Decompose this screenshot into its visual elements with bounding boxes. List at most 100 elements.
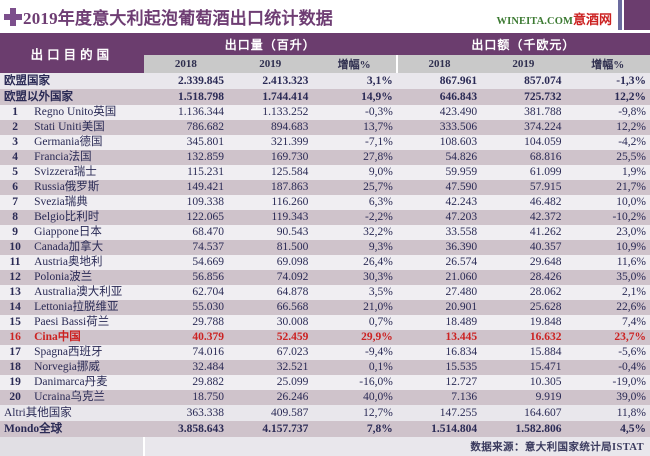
cell-volume-2018: 62.704 [143,285,229,300]
cell-value-2018: 333.506 [396,120,482,135]
cell-value-growth: -10,2% [565,210,650,225]
cell-volume-2018: 32.484 [143,360,229,375]
cell-rank: 18 [0,360,31,375]
cell-value-growth: 25,5% [565,150,650,165]
cell-value-growth: -9,8% [565,105,650,120]
table-row: 3 Germania德国 345.801 321.399 -7,1% 108.603 104… [0,135,650,150]
cell-volume-2019: 30.008 [228,315,313,330]
cell-volume-growth: -9,4% [312,345,397,360]
cell-rank: 20 [0,390,31,405]
cell-volume-2019: 64.878 [228,285,313,300]
cell-value-growth: 4,5% [565,421,650,437]
cell-volume-2018: 132.859 [143,150,229,165]
cell-volume-2018: 29.882 [143,375,229,390]
cell-value-2019: 381.788 [481,105,566,120]
cell-volume-2018: 109.338 [143,195,229,210]
cell-value-2019: 29.648 [481,255,566,270]
cell-country-name: Spagna西班牙 [30,345,144,360]
table-row: 8 Belgio比利时 122.065 119.343 -2,2% 47.203 42.37… [0,210,650,225]
page-header: 2019年度意大利起泡葡萄酒出口统计数据 WINEITA.COM意酒网 [0,0,650,33]
corner-accent-block [624,0,650,30]
cell-rank: 9 [0,225,31,240]
cell-value-2018: 20.901 [396,300,482,315]
cell-country-name: Lettonia拉脱维亚 [30,300,144,315]
column-group-header-volume: 出口量（百升） [143,33,397,55]
cell-value-2018: 13.445 [396,330,482,345]
subheader-value-2018: 2018 [396,55,482,73]
table-row-summary: 欧盟以外国家 1.518.798 1.744.414 14,9% 646.843 725.… [0,89,650,105]
cell-volume-2019: 4.157.737 [228,421,313,437]
cell-volume-2019: 894.683 [228,120,313,135]
cell-value-growth: -0,4% [565,360,650,375]
cell-rank: 12 [0,270,31,285]
cell-volume-growth: 27,8% [312,150,397,165]
table-row: 7 Svezia瑞典 109.338 116.260 6,3% 42.243 46.482 1… [0,195,650,210]
cell-volume-2018: 363.338 [143,405,229,421]
table-footer: 数据来源：意大利国家统计局ISTAT [0,437,650,456]
cell-rank: 16 [0,330,31,345]
table-row-summary: Mondo全球 3.858.643 4.157.737 7,8% 1.514.804 1.… [0,421,650,437]
cell-volume-2019: 1.744.414 [228,89,313,105]
cell-value-2019: 40.357 [481,240,566,255]
table-header: 出口目的国 出口量（百升） 出口额（千欧元） 2018 2019 增幅% 201… [0,33,650,73]
cell-value-growth: 35,0% [565,270,650,285]
table-row: 12 Polonia波兰 56.856 74.092 30,3% 21.060 28.426… [0,270,650,285]
page-title: 2019年度意大利起泡葡萄酒出口统计数据 [23,9,333,28]
cell-value-2019: 104.059 [481,135,566,150]
cell-volume-2019: 74.092 [228,270,313,285]
cell-value-2019: 28.062 [481,285,566,300]
export-statistics-table: 出口目的国 出口量（百升） 出口额（千欧元） 2018 2019 增幅% 201… [0,33,650,437]
cell-volume-2019: 187.863 [228,180,313,195]
cell-value-2019: 1.582.806 [481,421,566,437]
cell-value-2019: 68.816 [481,150,566,165]
cell-region-name: 欧盟以外国家 [0,89,144,105]
cell-country-name: Germania德国 [30,135,144,150]
cell-volume-2018: 115.231 [143,165,229,180]
cell-value-2019: 164.607 [481,405,566,421]
cell-volume-growth: 14,9% [312,89,397,105]
cell-value-growth: 10,9% [565,240,650,255]
table-row: 6 Russia俄罗斯 149.421 187.863 25,7% 47.590 57.91… [0,180,650,195]
cell-volume-growth: 30,3% [312,270,397,285]
table-row: 2 Stati Uniti美国 786.682 894.683 13,7% 333.506… [0,120,650,135]
cell-country-name: Austria奥地利 [30,255,144,270]
cell-volume-growth: -7,1% [312,135,397,150]
cell-volume-2019: 69.098 [228,255,313,270]
cell-volume-2019: 321.399 [228,135,313,150]
logo-chinese-text: 意酒网 [572,12,612,27]
cell-volume-2019: 1.133.252 [228,105,313,120]
logo-latin-text: WINEITA.COM [496,16,573,27]
cell-value-growth: -19,0% [565,375,650,390]
subheader-volume-2018: 2018 [143,55,229,73]
cell-rank: 10 [0,240,31,255]
cell-rank: 8 [0,210,31,225]
cell-value-2018: 1.514.804 [396,421,482,437]
cell-value-growth: -4,2% [565,135,650,150]
cell-value-2018: 646.843 [396,89,482,105]
table-row: 1 Regno Unito英国 1.136.344 1.133.252 -0,3% 423… [0,105,650,120]
cell-country-name: Giappone日本 [30,225,144,240]
column-header-destination-country: 出口目的国 [0,33,144,73]
cell-volume-2019: 32.521 [228,360,313,375]
cell-country-name: Francia法国 [30,150,144,165]
cell-value-2018: 423.490 [396,105,482,120]
cell-volume-growth: 9,3% [312,240,397,255]
cell-volume-2018: 74.537 [143,240,229,255]
cell-value-2019: 19.848 [481,315,566,330]
cell-rank: 17 [0,345,31,360]
cell-volume-growth: -0,3% [312,105,397,120]
cell-volume-growth: 26,4% [312,255,397,270]
cell-value-2018: 27.480 [396,285,482,300]
cell-value-2019: 374.224 [481,120,566,135]
cell-volume-growth: 29,9% [312,330,397,345]
cell-volume-growth: 0,1% [312,360,397,375]
cell-volume-2018: 55.030 [143,300,229,315]
cell-country-name: Cina中国 [30,330,144,345]
cell-value-2018: 147.255 [396,405,482,421]
cell-volume-2018: 68.470 [143,225,229,240]
table-row: 4 Francia法国 132.859 169.730 27,8% 54.826 68.81… [0,150,650,165]
cell-value-2018: 15.535 [396,360,482,375]
cell-volume-growth: 32,2% [312,225,397,240]
cell-value-2018: 867.961 [396,73,482,89]
cell-value-2019: 725.732 [481,89,566,105]
